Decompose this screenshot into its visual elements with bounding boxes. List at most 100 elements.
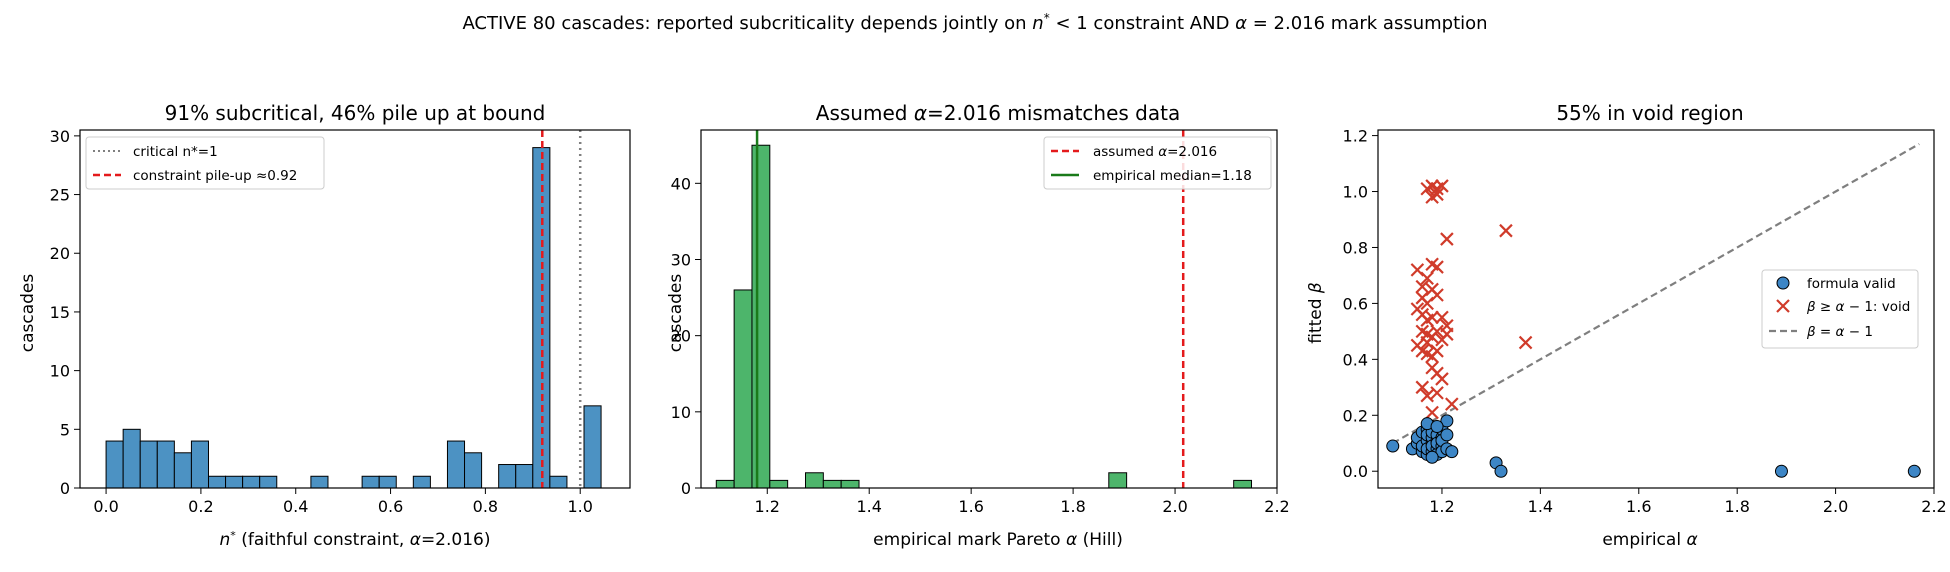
histogram-bar (822, 479, 842, 489)
x-tick-label: 2.0 (1162, 497, 1187, 516)
x-tick-label: 2.0 (1823, 497, 1848, 516)
histogram-bar (139, 440, 158, 489)
valid-point (1774, 464, 1788, 478)
y-tick-label: 15 (50, 303, 70, 322)
y-tick-label: 40 (671, 174, 691, 193)
void-point (1425, 310, 1439, 325)
histogram-bar (173, 452, 192, 489)
histogram-bar (751, 144, 771, 489)
void-point (1435, 310, 1449, 325)
histogram-bar (105, 440, 124, 489)
histogram-bar (804, 472, 824, 489)
histogram-bar (715, 479, 735, 489)
panel2-title: Assumed α=2.016 mismatches data (816, 101, 1180, 125)
void-point (1499, 223, 1513, 238)
histogram-bar (769, 479, 789, 489)
histogram-bar (1108, 472, 1128, 489)
y-tick-label: 0 (681, 479, 691, 498)
void-point (1430, 187, 1444, 202)
legend-diagonal-label: β = α − 1 (1806, 324, 1873, 340)
histogram-bar (1233, 479, 1253, 489)
y-tick-label: 25 (50, 186, 70, 205)
legend-assumed-label: assumed α=2.016 (1093, 144, 1217, 160)
y-tick-label: 10 (671, 403, 691, 422)
void-point (1415, 279, 1430, 294)
legend-critical-label: critical n*=1 (133, 144, 218, 160)
void-point (1435, 372, 1449, 386)
valid-point (1907, 464, 1921, 478)
void-point (1420, 271, 1434, 286)
legend-pileup-label: constraint pile-up ≈0.92 (133, 168, 297, 184)
void-point (1435, 332, 1449, 347)
x-tick-label: 1.4 (1528, 497, 1553, 516)
valid-point (1430, 419, 1444, 433)
x-tick-label: 1.2 (755, 497, 780, 516)
legend-valid-label: formula valid (1807, 276, 1896, 292)
histogram-bar (207, 475, 227, 489)
diagonal-line (1392, 143, 1920, 445)
void-point (1440, 232, 1454, 246)
legend-median-label: empirical median=1.18 (1093, 168, 1252, 184)
histogram-bar (122, 428, 141, 489)
histogram-bar (259, 475, 278, 489)
y-tick-label: 0 (60, 479, 70, 498)
panel3-xlabel: empirical α (1602, 530, 1697, 550)
panel1-legend-box (85, 136, 325, 190)
x-tick-label: 1.4 (856, 497, 881, 516)
legend-valid-swatch (1776, 276, 1790, 290)
y-tick-label: 0.4 (1343, 350, 1368, 369)
panel2-legend-box (1043, 136, 1272, 190)
panel1-xlabel: n* (faithful constraint, α=2.016) (220, 529, 491, 551)
histogram-bar (733, 289, 753, 489)
valid-point (1440, 414, 1454, 428)
panel-alpha-histogram: Assumed α=2.016 mismatches data 1.2 1.4 1.… (666, 101, 1290, 550)
x-tick-label: 1.0 (567, 497, 592, 516)
histogram-bar (225, 475, 244, 489)
y-tick-label: 5 (60, 420, 70, 439)
valid-point (1440, 428, 1454, 442)
panel2-xlabel: empirical mark Pareto α (Hill) (873, 530, 1123, 550)
void-point (1430, 324, 1444, 339)
y-tick-label: 0.6 (1343, 294, 1368, 313)
histogram-bar (378, 475, 397, 489)
axes-frame (79, 129, 631, 489)
histogram-bar (361, 475, 380, 489)
panel3-plot-area: 1.2 1.4 1.6 1.8 2.0 2.2 0.0 0.2 0.4 0.6 0.8 1.0 1.2 (1343, 127, 1947, 516)
void-point (1435, 179, 1449, 193)
panel3-title: 55% in void region (1556, 101, 1743, 125)
void-point (1420, 388, 1434, 403)
x-tick-label: 1.8 (1060, 497, 1085, 516)
legend-void-label: β ≥ α − 1: void (1806, 299, 1910, 315)
x-tick-label: 0.8 (473, 497, 498, 516)
y-tick-label: 30 (671, 250, 691, 269)
x-tick-label: 0.6 (378, 497, 403, 516)
x-tick-label: 1.8 (1724, 497, 1749, 516)
void-point (1430, 386, 1444, 400)
histogram-bar (515, 464, 534, 489)
axes-frame (700, 129, 1278, 489)
panel1-legend: critical n*=1 constraint pile-up ≈0.92 (85, 136, 325, 190)
void-point (1425, 405, 1439, 420)
histogram-bar (464, 452, 483, 489)
valid-point (1445, 445, 1459, 459)
void-point (1518, 335, 1533, 350)
valid-point (1494, 464, 1508, 478)
histogram-bar (310, 475, 329, 489)
panel2-ylabel: cascades (666, 274, 686, 353)
x-tick-label: 0.0 (93, 497, 118, 516)
x-tick-label: 1.6 (1626, 497, 1651, 516)
x-tick-label: 0.4 (283, 497, 308, 516)
histogram-bar (190, 440, 209, 489)
void-point (1430, 260, 1444, 274)
figure-title: ACTIVE 80 cascades: reported subcritical… (462, 11, 1487, 34)
histogram-bar (412, 475, 431, 489)
panel2-plot-area: 1.2 1.4 1.6 1.8 2.0 2.2 0 10 20 30 40 (671, 129, 1290, 516)
void-point (1445, 397, 1459, 411)
histogram-bar (156, 440, 175, 489)
y-tick-label: 20 (671, 327, 691, 346)
histogram-bar (549, 475, 568, 489)
panel1-title: 91% subcritical, 46% pile up at bound (165, 101, 546, 125)
histogram-bar (446, 440, 466, 489)
histogram-bar (583, 405, 602, 489)
